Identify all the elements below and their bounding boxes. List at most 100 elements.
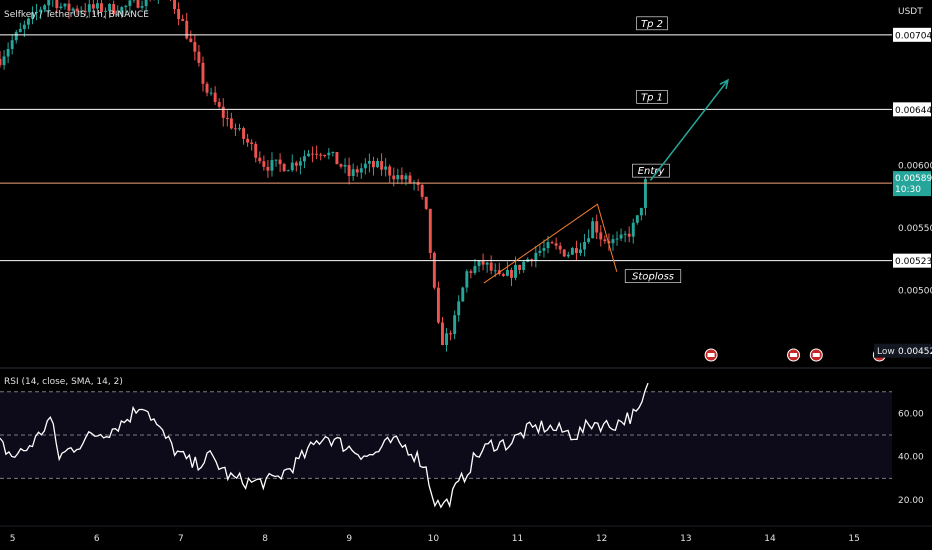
candle-body bbox=[522, 261, 526, 270]
time-tick-label: 14 bbox=[764, 534, 776, 544]
rsi-title: RSI (14, close, SMA, 14, 2) bbox=[4, 377, 123, 387]
candle-body bbox=[619, 234, 623, 239]
level-label-text: Stoploss bbox=[632, 272, 674, 283]
level-label-tp1: Tp 1 bbox=[636, 90, 668, 104]
candle-body bbox=[631, 222, 635, 237]
candle-body bbox=[298, 161, 302, 166]
price-tick-label: 0.005000 bbox=[898, 287, 932, 297]
candle-body bbox=[136, 0, 140, 8]
event-marker-flag bbox=[812, 353, 820, 357]
event-marker-icon[interactable] bbox=[787, 348, 801, 362]
price-tick-label: 0.005500 bbox=[898, 224, 932, 234]
candle-body bbox=[83, 10, 87, 13]
candle-body bbox=[79, 10, 83, 12]
price-tag-stoploss: 0.005239 bbox=[893, 253, 932, 268]
candle-body bbox=[189, 38, 193, 43]
level-label-stoploss: Stoploss bbox=[624, 269, 682, 283]
candle-body bbox=[587, 238, 591, 242]
candle-body bbox=[185, 20, 189, 39]
candle-body bbox=[47, 0, 51, 6]
candle-body bbox=[384, 166, 388, 170]
time-tick-label: 15 bbox=[848, 534, 859, 544]
candle-body bbox=[355, 169, 359, 173]
candle-body bbox=[432, 252, 436, 288]
current-price-countdown: 10:30 bbox=[895, 185, 921, 195]
candle-body bbox=[262, 161, 266, 167]
low-tag-label: Low bbox=[877, 347, 895, 357]
candle-body bbox=[6, 48, 10, 57]
price-tag-tp2: 0.007042 bbox=[893, 27, 932, 42]
level-label-box bbox=[624, 269, 682, 283]
candle-body bbox=[550, 242, 554, 244]
candle-body bbox=[181, 19, 185, 21]
time-tick-label: 12 bbox=[596, 534, 607, 544]
candle-body bbox=[449, 333, 453, 335]
candle-body bbox=[453, 315, 457, 335]
candle-body bbox=[225, 117, 229, 119]
candle-body bbox=[18, 28, 22, 33]
candle-body bbox=[518, 264, 522, 270]
candle-body bbox=[566, 254, 570, 257]
price-axis-unit: USDT bbox=[898, 7, 923, 17]
price-tag-text: 0.007042 bbox=[895, 31, 932, 41]
candle-body bbox=[209, 92, 213, 94]
candle-body bbox=[311, 153, 315, 155]
candle-body bbox=[396, 175, 400, 180]
candle-body bbox=[623, 233, 627, 235]
candle-body bbox=[514, 264, 517, 278]
rsi-tick-label: 60.00 bbox=[898, 409, 924, 419]
candle-body bbox=[335, 152, 339, 165]
event-marker-flag bbox=[707, 353, 715, 357]
level-label-entry: Entry bbox=[632, 163, 670, 178]
candle-body bbox=[116, 14, 120, 16]
candle-body bbox=[331, 152, 335, 154]
candle-body bbox=[31, 12, 34, 19]
candle-body bbox=[233, 128, 237, 130]
candle-body bbox=[392, 175, 396, 180]
candle-body bbox=[546, 242, 550, 249]
projection-arrow-head bbox=[719, 78, 729, 90]
price-tag-tp1: 0.006447 bbox=[893, 102, 932, 117]
candle-body bbox=[408, 175, 412, 183]
candle-body bbox=[351, 169, 355, 177]
candle-body bbox=[388, 166, 392, 176]
time-tick-label: 13 bbox=[680, 534, 691, 544]
candle-body bbox=[465, 271, 469, 288]
level-label-text: Tp 1 bbox=[641, 92, 663, 103]
candle-body bbox=[124, 5, 128, 8]
candle-body bbox=[221, 106, 225, 118]
candle-body bbox=[363, 163, 367, 169]
price-pane: Tp 2 Tp 1 Entry Stoploss bbox=[0, 0, 892, 362]
candle-body bbox=[242, 128, 246, 139]
candle-body bbox=[177, 9, 181, 20]
candle-body bbox=[63, 3, 67, 7]
candle-body bbox=[367, 161, 371, 164]
event-marker-icon[interactable] bbox=[704, 348, 718, 362]
candle-body bbox=[538, 250, 542, 253]
candle-body bbox=[461, 287, 465, 302]
candle-body bbox=[562, 249, 566, 257]
candle-body bbox=[534, 252, 538, 262]
candle-body bbox=[542, 248, 546, 251]
candle-body bbox=[493, 270, 497, 272]
candle-body bbox=[95, 3, 99, 9]
triangle-pattern bbox=[483, 203, 618, 284]
candle-body bbox=[574, 248, 578, 254]
candle-body bbox=[376, 161, 379, 168]
time-tick-label: 6 bbox=[94, 534, 100, 544]
rsi-line bbox=[0, 382, 649, 509]
candle-body bbox=[615, 238, 619, 240]
candle-body bbox=[0, 58, 2, 66]
candle-body bbox=[217, 102, 221, 107]
candle-body bbox=[400, 175, 404, 180]
candle-body bbox=[579, 249, 582, 254]
axes: 0.0070420.0064470.0058580.0052390.005890… bbox=[0, 27, 932, 544]
time-tick-label: 10 bbox=[428, 534, 440, 544]
candle-body bbox=[607, 241, 611, 244]
candle-body bbox=[380, 161, 384, 170]
event-marker-icon[interactable] bbox=[809, 348, 823, 362]
candle-body bbox=[371, 161, 375, 168]
